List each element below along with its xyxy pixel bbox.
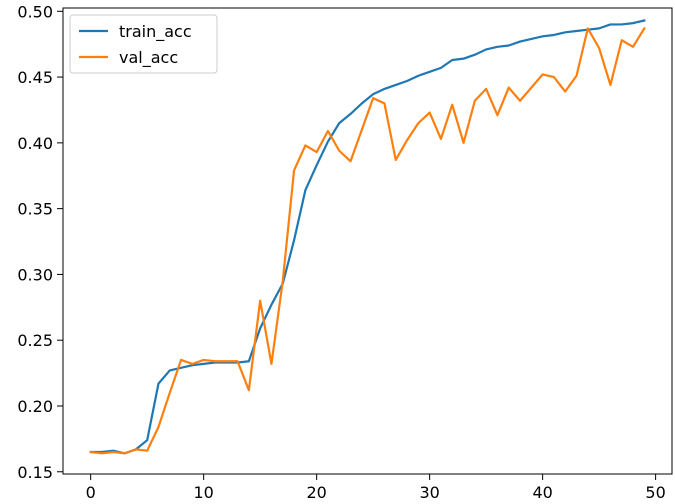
y-tick-label: 0.35 <box>17 200 53 219</box>
plot-area <box>89 19 646 455</box>
axes: 0 10 20 30 40 50 0.15 0.20 0.25 0.30 0.35 0.40 0.45 0… <box>17 2 673 502</box>
x-tick-label: 40 <box>532 483 552 502</box>
y-tick-label: 0.30 <box>17 265 53 284</box>
x-tick-label: 10 <box>193 483 213 502</box>
plot-frame <box>62 7 673 475</box>
y-tick-label: 0.50 <box>17 2 53 21</box>
x-tick-label: 0 <box>86 483 96 502</box>
legend-box <box>69 14 218 74</box>
x-tick-label: 50 <box>645 483 665 502</box>
series-line-val_acc <box>89 26 646 455</box>
legend-label-val_acc: val_acc <box>119 48 178 68</box>
y-tick-label: 0.15 <box>17 463 53 482</box>
y-tick-label: 0.20 <box>17 397 53 416</box>
y-tick-label: 0.45 <box>17 68 53 87</box>
x-tick-label: 20 <box>306 483 326 502</box>
series-line-train_acc <box>89 19 646 455</box>
y-tick-label: 0.25 <box>17 331 53 350</box>
legend: train_acc val_acc <box>69 14 218 74</box>
legend-label-train_acc: train_acc <box>119 22 192 42</box>
y-tick-label: 0.40 <box>17 134 53 153</box>
series-group <box>89 19 646 455</box>
x-tick-label: 30 <box>419 483 439 502</box>
